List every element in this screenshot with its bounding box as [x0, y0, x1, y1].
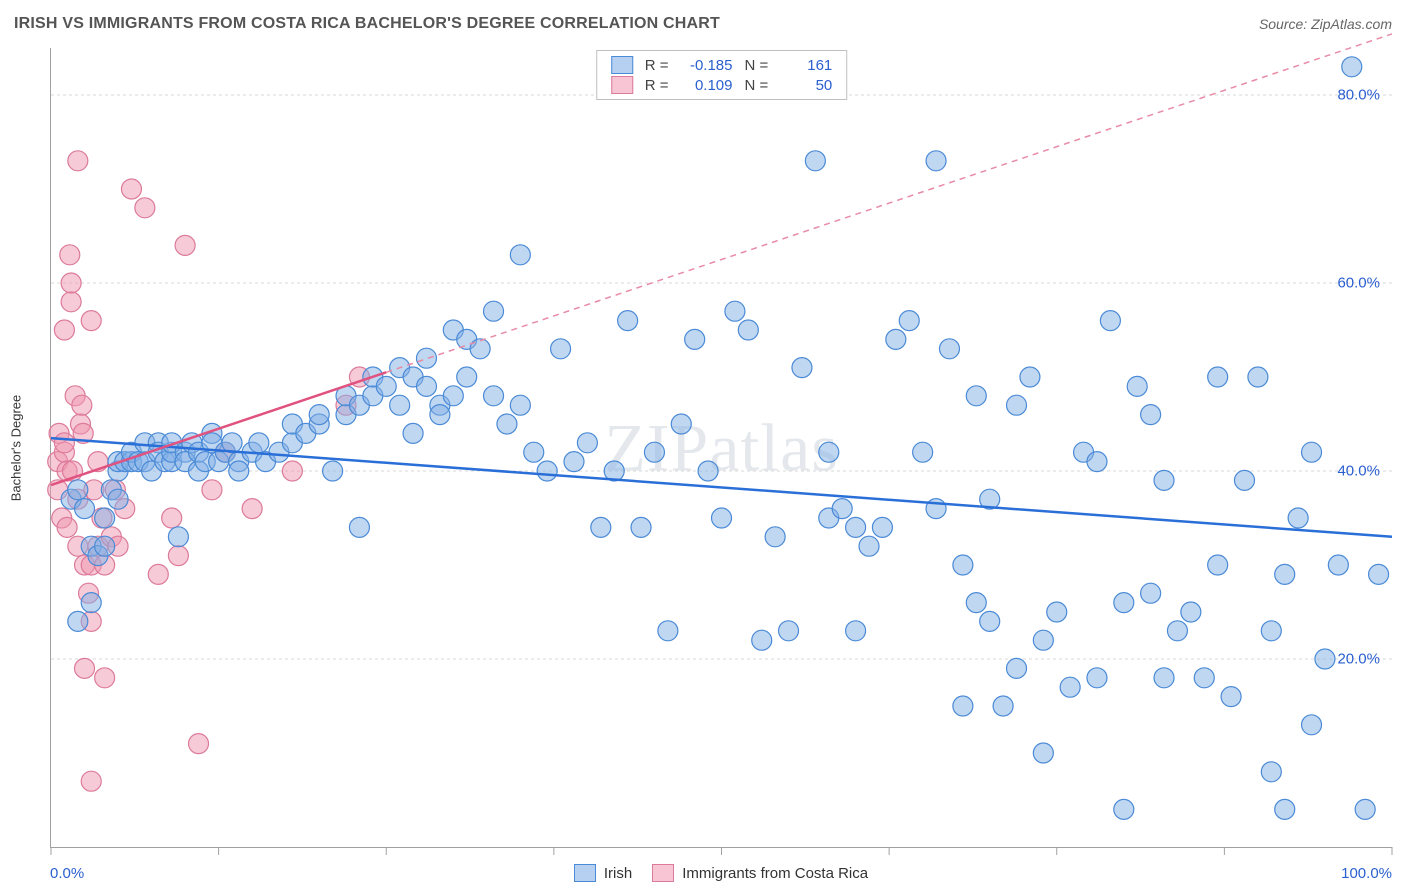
legend-label-irish: Irish [604, 865, 632, 882]
legend-label-costarica: Immigrants from Costa Rica [682, 865, 868, 882]
y-axis-label: Bachelor's Degree [9, 395, 24, 502]
legend-row-costarica: R = 0.109 N = 50 [611, 75, 833, 95]
y-tick-label: 60.0% [1337, 275, 1380, 292]
n-label: N = [745, 77, 769, 94]
n-label: N = [745, 57, 769, 74]
n-value-costarica: 50 [780, 77, 832, 94]
y-tick-label: 40.0% [1337, 463, 1380, 480]
swatch-blue [574, 864, 596, 882]
legend-item-irish: Irish [574, 864, 632, 882]
series-legend: Irish Immigrants from Costa Rica [50, 864, 1392, 882]
y-tick-label: 80.0% [1337, 87, 1380, 104]
swatch-pink [652, 864, 674, 882]
r-label: R = [645, 77, 669, 94]
correlation-legend: R = -0.185 N = 161 R = 0.109 N = 50 [596, 50, 848, 100]
legend-row-irish: R = -0.185 N = 161 [611, 55, 833, 75]
swatch-pink [611, 76, 633, 94]
r-label: R = [645, 57, 669, 74]
n-value-irish: 161 [780, 57, 832, 74]
plot-canvas: ZIPatlas R = -0.185 N = 161 R = 0.109 N … [50, 48, 1392, 848]
y-tick-label: 20.0% [1337, 651, 1380, 668]
r-value-costarica: 0.109 [681, 77, 733, 94]
legend-item-costarica: Immigrants from Costa Rica [652, 864, 868, 882]
plot-svg [51, 48, 1392, 847]
plot-area: Bachelor's Degree ZIPatlas R = -0.185 N … [50, 48, 1392, 848]
r-value-irish: -0.185 [681, 57, 733, 74]
chart-source: Source: ZipAtlas.com [1259, 16, 1392, 32]
chart-title: IRISH VS IMMIGRANTS FROM COSTA RICA BACH… [14, 15, 720, 33]
swatch-blue [611, 56, 633, 74]
chart-header: IRISH VS IMMIGRANTS FROM COSTA RICA BACH… [14, 15, 1392, 33]
